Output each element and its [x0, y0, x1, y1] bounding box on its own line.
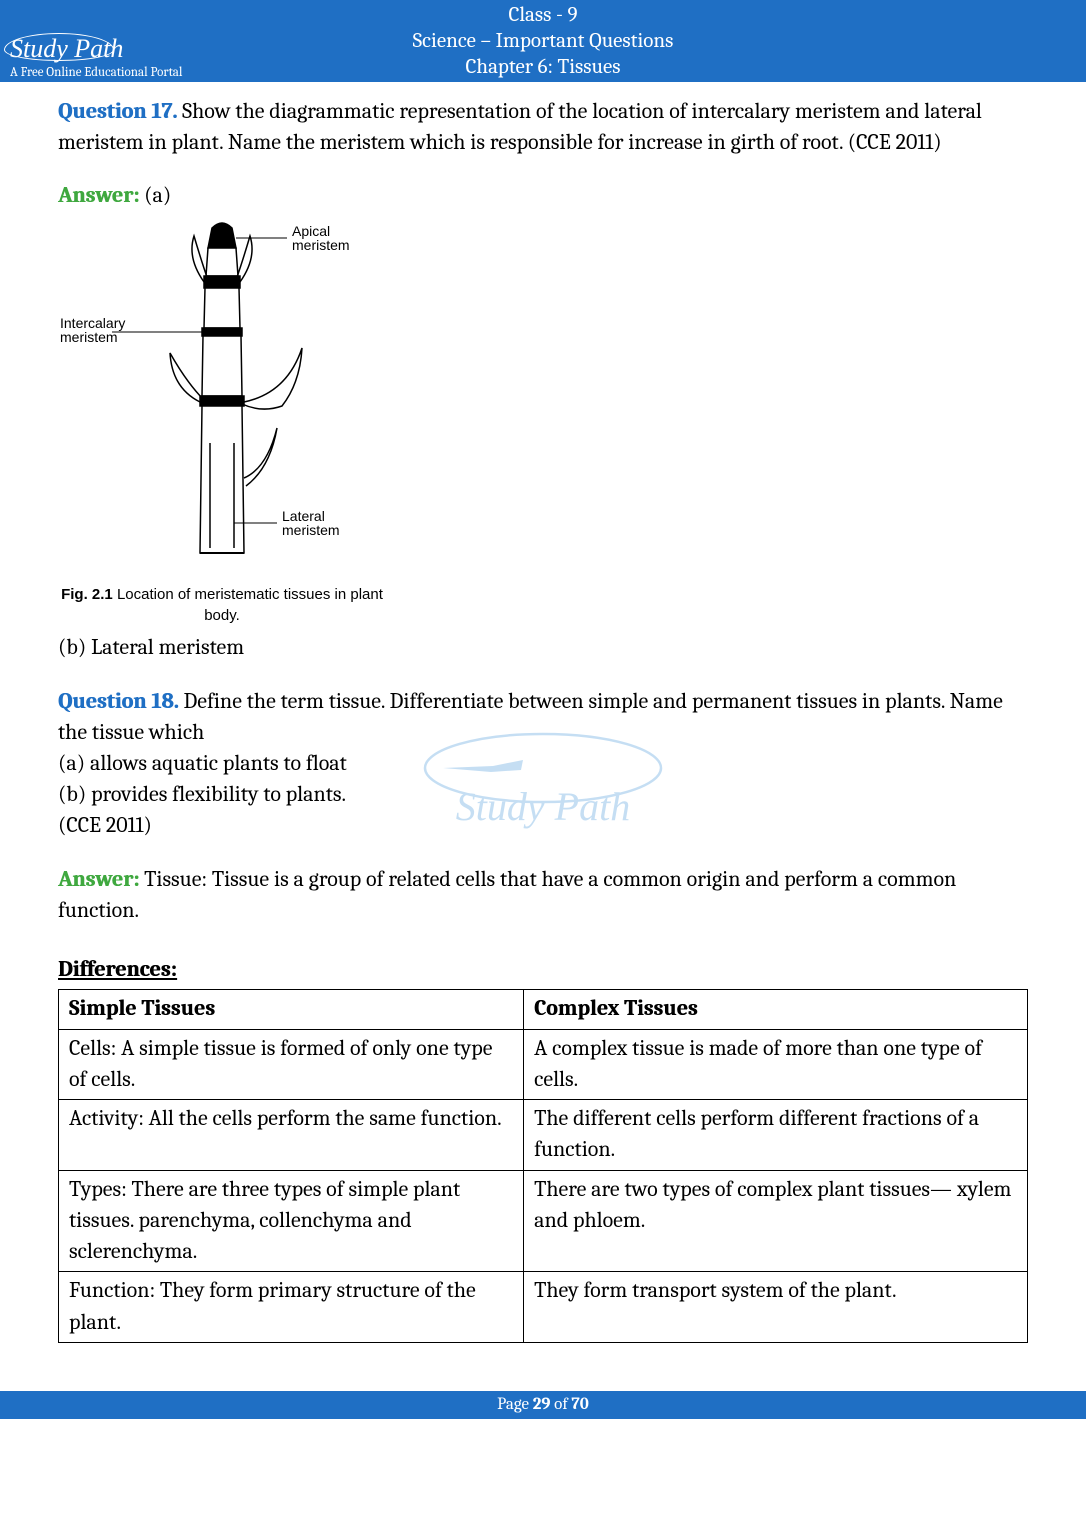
answer-18: Answer: Tissue: Tissue is a group of rel…: [58, 864, 1028, 926]
footer-current: 29: [533, 1395, 551, 1414]
footer-suffix: of: [550, 1395, 571, 1414]
label-apical: Apicalmeristem: [292, 223, 350, 253]
answer-17-label: Answer:: [58, 182, 139, 208]
answer-17-b: (b) Lateral meristem: [58, 632, 1028, 663]
question-18-b: (b) provides flexibility to plants.: [58, 781, 346, 807]
header-line1: Class - 9: [0, 2, 1086, 28]
logo-tagline: A Free Online Educational Portal: [10, 65, 182, 80]
diagram-caption: Fig. 2.1 Location of meristematic tissue…: [52, 584, 392, 627]
table-row: Cells: A simple tissue is formed of only…: [59, 1029, 1028, 1099]
question-18: Question 18. Define the term tissue. Dif…: [58, 686, 1028, 842]
footer-prefix: Page: [497, 1395, 533, 1414]
table-row: Function: They form primary structure of…: [59, 1272, 1028, 1342]
question-18-label: Question 18.: [58, 688, 179, 714]
cell: Activity: All the cells perform the same…: [59, 1100, 524, 1170]
question-17: Question 17. Show the diagrammatic repre…: [58, 96, 1028, 158]
question-18-a: (a) allows aquatic plants to float: [58, 750, 347, 776]
question-17-text: Show the diagrammatic representation of …: [58, 98, 982, 155]
answer-17-a: Answer: (a): [58, 180, 1028, 211]
logo-oval: [4, 33, 114, 61]
cell: Function: They form primary structure of…: [59, 1272, 524, 1342]
cell: They form transport system of the plant.: [524, 1272, 1028, 1342]
differences-label: Differences:: [58, 954, 177, 985]
cell: A complex tissue is made of more than on…: [524, 1029, 1028, 1099]
table-row: Types: There are three types of simple p…: [59, 1170, 1028, 1272]
question-18-text: Define the term tissue. Differentiate be…: [58, 688, 1003, 745]
cell: There are two types of complex plant tis…: [524, 1170, 1028, 1272]
question-17-label: Question 17.: [58, 98, 177, 124]
table-row: Activity: All the cells perform the same…: [59, 1100, 1028, 1170]
page-content: Study Path Question 17. Show the diagram…: [0, 82, 1086, 1363]
answer-17-a-text: (a): [139, 182, 171, 208]
footer-total: 70: [571, 1395, 588, 1414]
cell: Cells: A simple tissue is formed of only…: [59, 1029, 524, 1099]
caption-rest: Location of meristematic tissues in plan…: [113, 586, 383, 624]
caption-bold: Fig. 2.1: [61, 586, 113, 603]
label-intercalary: Intercalarymeristem: [60, 315, 125, 345]
question-18-ref: (CCE 2011): [58, 812, 152, 838]
col2-header: Complex Tissues: [524, 990, 1028, 1029]
label-lateral: Lateralmeristem: [282, 508, 340, 538]
answer-18-label: Answer:: [58, 866, 139, 892]
differences-table: Simple Tissues Complex Tissues Cells: A …: [58, 989, 1028, 1342]
answer-18-text: Tissue: Tissue is a group of related cel…: [58, 866, 956, 923]
page-header: Study Path A Free Online Educational Por…: [0, 0, 1086, 82]
cell: The different cells perform different fr…: [524, 1100, 1028, 1170]
logo-block: Study Path A Free Online Educational Por…: [10, 35, 182, 80]
table-header-row: Simple Tissues Complex Tissues: [59, 990, 1028, 1029]
cell: Types: There are three types of simple p…: [59, 1170, 524, 1272]
col1-header: Simple Tissues: [59, 990, 524, 1029]
page-footer: Page 29 of 70: [0, 1391, 1086, 1419]
meristem-diagram: Apicalmeristem Intercalarymeristem Later…: [52, 218, 1028, 578]
